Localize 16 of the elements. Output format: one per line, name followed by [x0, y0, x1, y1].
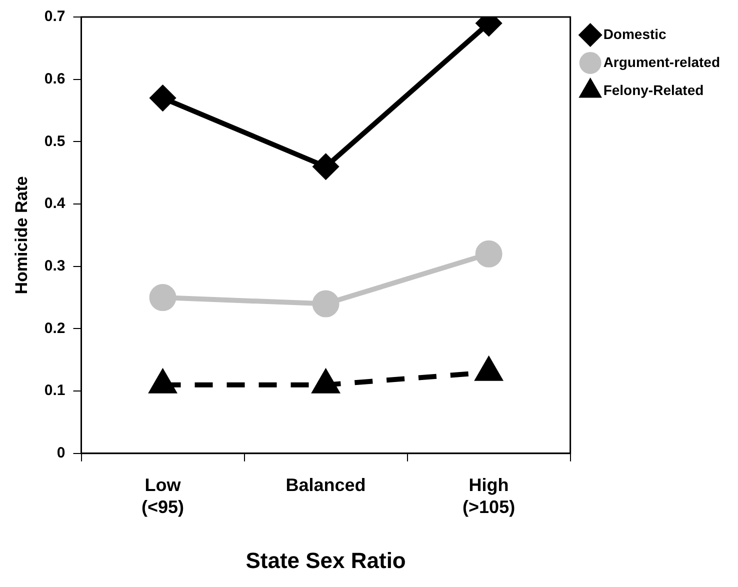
- y-tick-label: 0.4: [44, 195, 66, 212]
- y-axis-title: Homicide Rate: [12, 176, 31, 294]
- y-tick-label: 0.3: [44, 258, 66, 275]
- x-tick-label: Balanced: [286, 475, 366, 496]
- legend-label: Argument-related: [603, 54, 720, 70]
- y-tick-label: 0.2: [44, 320, 66, 337]
- legend-label: Domestic: [603, 26, 667, 42]
- y-tick-label: 0.6: [44, 70, 66, 88]
- y-tick-label: 0.7: [44, 8, 66, 26]
- x-tick-label: High (>105): [462, 475, 516, 517]
- x-tick-label: Low (<95): [141, 475, 184, 517]
- y-tick-label: 0.1: [44, 382, 66, 400]
- y-tick-label: 0: [56, 444, 66, 462]
- legend-label: Felony-Related: [603, 82, 704, 98]
- y-tick-label: 0.5: [44, 132, 66, 150]
- x-axis-title: State Sex Ratio: [246, 548, 406, 573]
